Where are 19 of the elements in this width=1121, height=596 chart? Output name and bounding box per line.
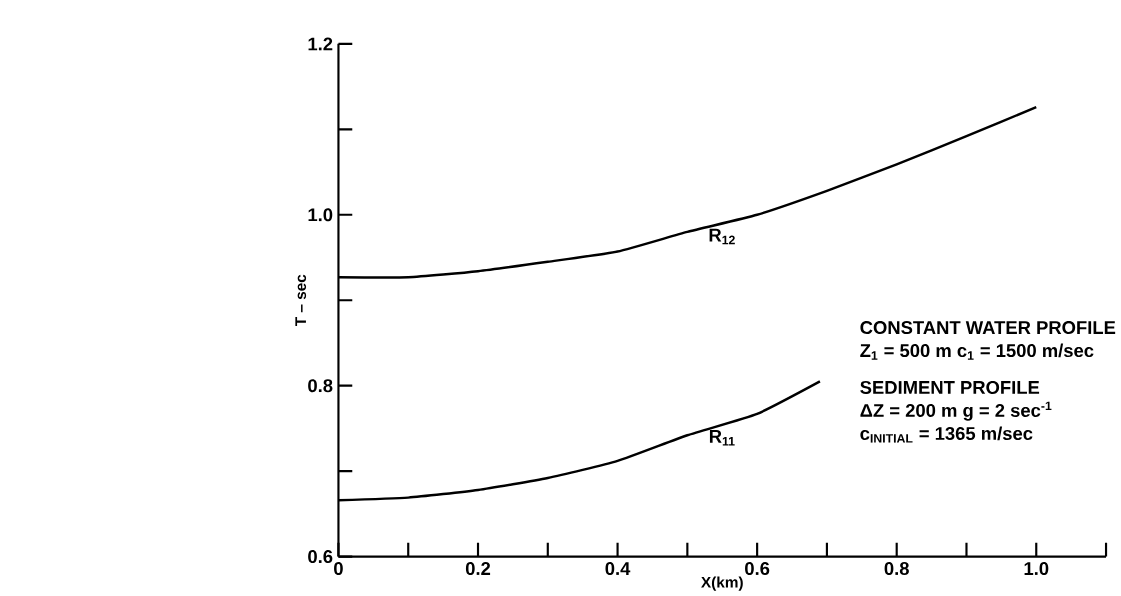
annotation: Z$_{1}$ = 500 m c$_{1}$ = 1500 m/sec <box>860 343 1094 360</box>
annotation: c$_{INITIAL}$ = 1365 m/sec <box>860 426 1033 443</box>
x-tick-label: 0.6 <box>745 562 770 576</box>
x-tick-label: 1.0 <box>1024 562 1049 576</box>
x-tick-label: 0.4 <box>605 562 631 576</box>
x-tick-label: 0 <box>334 562 343 576</box>
y-tick-label: 0.6 <box>308 550 333 564</box>
y-axis-title: T – sec <box>295 274 307 327</box>
x-axis-title: X(km) <box>701 576 743 591</box>
y-tick-label: 1.0 <box>308 208 333 222</box>
series-label: R$_{12}$ <box>709 228 735 245</box>
annotation: SEDIMENT PROFILE <box>860 381 1040 395</box>
y-tick-label: 1.2 <box>308 37 333 51</box>
x-tick-label: 0.8 <box>884 562 909 576</box>
series-label: R$_{11}$ <box>709 430 735 446</box>
annotation: ΔZ = 200 m g = 2 sec$^{-1}$ <box>860 401 1052 421</box>
y-tick-label: 0.8 <box>308 379 333 393</box>
annotation: CONSTANT WATER PROFILE <box>860 321 1116 335</box>
x-tick-label: 0.2 <box>465 562 491 576</box>
